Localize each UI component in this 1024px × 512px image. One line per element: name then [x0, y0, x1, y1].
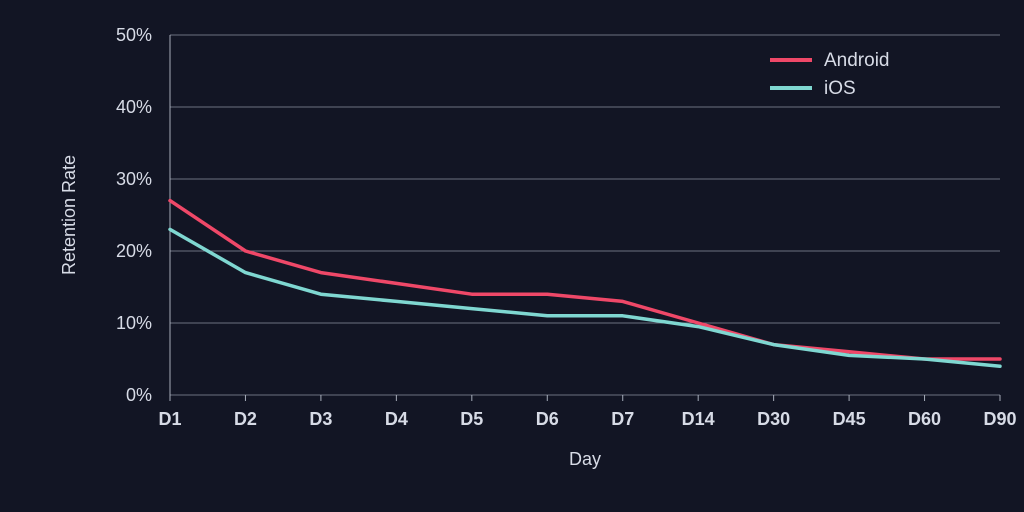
y-tick-label: 20%	[116, 241, 152, 261]
x-tick-label: D14	[682, 409, 715, 429]
x-tick-label: D45	[833, 409, 866, 429]
legend-label-ios: iOS	[824, 78, 856, 99]
x-tick-label: D90	[983, 409, 1016, 429]
x-tick-label: D4	[385, 409, 408, 429]
y-axis-title: Retention Rate	[59, 155, 79, 275]
legend-label-android: Android	[824, 50, 890, 71]
y-tick-label: 30%	[116, 169, 152, 189]
y-tick-label: 40%	[116, 97, 152, 117]
x-tick-label: D2	[234, 409, 257, 429]
x-tick-label: D30	[757, 409, 790, 429]
y-tick-label: 0%	[126, 385, 152, 405]
chart-svg: 0% 10% 20% 30% 40% 50% D1 D2 D3 D4 D5 D6 D7 D14 D30 D45…	[0, 0, 1024, 512]
x-tick-label: D3	[309, 409, 332, 429]
retention-chart: 0% 10% 20% 30% 40% 50% D1 D2 D3 D4 D5 D6 D7 D14 D30 D45…	[0, 0, 1024, 512]
x-tick-label: D5	[460, 409, 483, 429]
chart-bg	[0, 0, 1024, 512]
x-tick-label: D60	[908, 409, 941, 429]
x-tick-label: D7	[611, 409, 634, 429]
x-tick-label: D1	[158, 409, 181, 429]
y-tick-label: 50%	[116, 25, 152, 45]
x-tick-label: D6	[536, 409, 559, 429]
y-tick-label: 10%	[116, 313, 152, 333]
x-axis-title: Day	[569, 449, 601, 469]
